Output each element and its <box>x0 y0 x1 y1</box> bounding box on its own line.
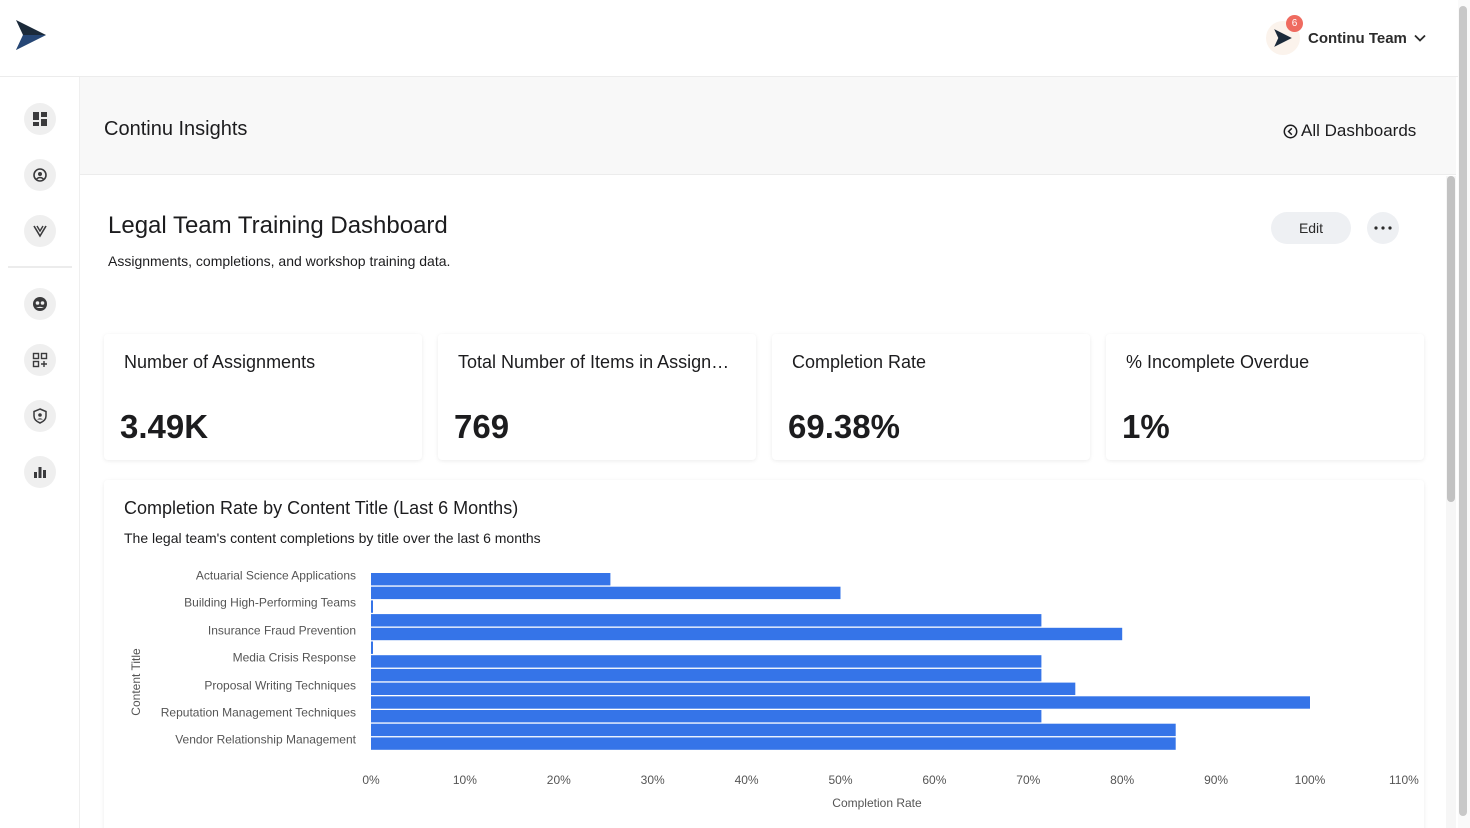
kpi-label: % Incomplete Overdue <box>1126 352 1310 372</box>
chart-bar <box>371 614 1042 627</box>
explore-icon <box>33 168 47 182</box>
content-scroll-track <box>1446 176 1456 828</box>
x-tick-label: 100% <box>1295 773 1326 787</box>
avatar: 6 <box>1266 15 1303 55</box>
nav-apps-button[interactable] <box>24 344 56 376</box>
continu-logo-icon[interactable] <box>14 18 48 52</box>
chart-bar <box>371 641 373 654</box>
nav-analytics-button[interactable] <box>24 456 56 488</box>
account-name: Continu Team <box>1308 29 1407 47</box>
x-tick-label: 60% <box>922 773 946 787</box>
back-arrow-circle-icon <box>1283 124 1298 138</box>
x-tick-label: 40% <box>735 773 759 787</box>
nav-dashboard-button[interactable] <box>24 103 56 135</box>
completion-rate-chart-card: Completion Rate by Content Title (Last 6… <box>104 480 1424 828</box>
apps-icon <box>32 352 48 368</box>
dashboard-content: Legal Team Training Dashboard Assignment… <box>80 176 1446 828</box>
y-tick-label: Proposal Writing Techniques <box>204 679 356 693</box>
chart-bar <box>371 723 1176 737</box>
analytics-icon <box>34 467 46 478</box>
nav-explore-button[interactable] <box>24 159 56 191</box>
kpi-value: 769 <box>454 408 510 445</box>
kpi-value: 3.49K <box>120 408 209 445</box>
nav-learning-button[interactable] <box>24 215 56 247</box>
x-tick-label: 20% <box>547 773 571 787</box>
more-options-button[interactable] <box>1367 212 1399 244</box>
y-tick-label: Vendor Relationship Management <box>175 733 356 747</box>
completion-rate-bar-chart: Actuarial Science Applications Building H… <box>129 569 1419 811</box>
chevron-down-icon <box>1414 34 1426 42</box>
people-icon <box>33 297 47 311</box>
all-dashboards-label: All Dashboards <box>1301 121 1417 140</box>
ellipsis-icon <box>1374 226 1392 230</box>
y-tick-label: Actuarial Science Applications <box>196 569 356 583</box>
kpi-card-assignments[interactable]: Number of Assignments 3.49K <box>104 334 422 460</box>
y-tick-label: Insurance Fraud Prevention <box>208 624 356 638</box>
chart-bar <box>371 586 841 600</box>
kpi-label: Total Number of Items in Assignments <box>458 352 740 372</box>
content-scrollbar[interactable] <box>1447 176 1455 502</box>
chart-bar <box>371 655 1042 668</box>
chart-bar <box>371 682 1076 695</box>
side-nav <box>0 77 80 828</box>
x-tick-label: 10% <box>453 773 477 787</box>
chart-bar <box>371 573 611 586</box>
chart-bar <box>371 696 1310 709</box>
chart-bar <box>371 600 373 613</box>
chart-bar <box>371 627 1123 641</box>
chart-bar <box>371 668 1042 682</box>
x-tick-label: 90% <box>1204 773 1228 787</box>
x-tick-label: 30% <box>641 773 665 787</box>
shield-icon <box>33 408 47 424</box>
kpi-label: Number of Assignments <box>124 352 316 372</box>
x-tick-label: 50% <box>828 773 852 787</box>
nav-people-button[interactable] <box>24 288 56 320</box>
x-tick-label: 70% <box>1016 773 1040 787</box>
page-title: Continu Insights <box>104 118 248 140</box>
chart-title: Completion Rate by Content Title (Last 6… <box>124 498 519 518</box>
x-tick-label: 110% <box>1389 773 1419 787</box>
kpi-value: 1% <box>1122 408 1170 445</box>
x-tick-label: 80% <box>1110 773 1134 787</box>
edit-button[interactable]: Edit <box>1271 212 1351 244</box>
y-axis-title: Content Title <box>129 648 143 716</box>
nav-admin-button[interactable] <box>24 400 56 432</box>
dashboard-subtitle: Assignments, completions, and workshop t… <box>108 253 451 269</box>
kpi-value: 69.38% <box>788 408 900 445</box>
kpi-card-completion-rate[interactable]: Completion Rate 69.38% <box>772 334 1090 460</box>
chart-subtitle: The legal team's content completions by … <box>124 530 541 546</box>
y-tick-label: Reputation Management Techniques <box>161 706 356 720</box>
kpi-label: Completion Rate <box>792 352 927 372</box>
y-tick-label: Media Crisis Response <box>233 651 357 665</box>
notification-badge: 6 <box>1286 15 1303 32</box>
dashboard-title: Legal Team Training Dashboard <box>108 212 448 239</box>
x-axis-title: Completion Rate <box>832 796 922 810</box>
all-dashboards-link[interactable]: All Dashboards <box>1283 121 1416 141</box>
dashboard-icon <box>33 112 47 126</box>
account-menu[interactable]: 6 Continu Team <box>1266 15 1427 57</box>
learning-icon <box>33 225 47 238</box>
y-tick-label: Building High-Performing Teams <box>184 596 356 610</box>
insights-header: Continu Insights All Dashboards <box>80 77 1456 175</box>
kpi-card-incomplete-overdue[interactable]: % Incomplete Overdue 1% <box>1106 334 1424 460</box>
nav-divider <box>8 266 72 268</box>
window-scrollbar[interactable] <box>1459 6 1467 816</box>
chart-bar <box>371 710 1042 723</box>
kpi-card-items[interactable]: Total Number of Items in Assignments 769 <box>438 334 756 460</box>
x-tick-label: 0% <box>362 773 380 787</box>
chart-bar <box>371 737 1176 750</box>
top-bar: 6 Continu Team <box>0 0 1470 77</box>
